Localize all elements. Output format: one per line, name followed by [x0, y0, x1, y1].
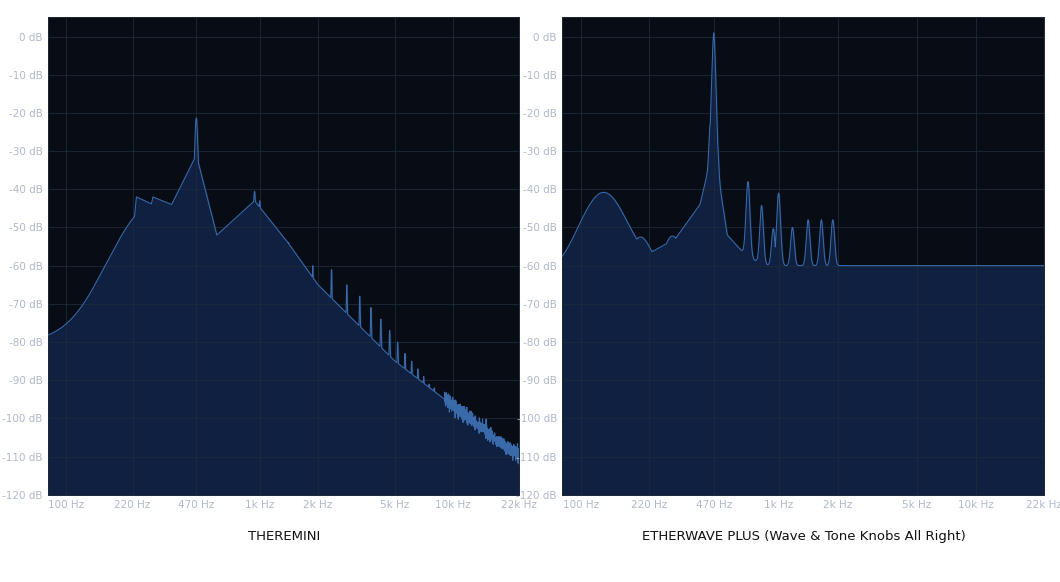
- Text: ETHERWAVE PLUS (Wave & Tone Knobs All Right): ETHERWAVE PLUS (Wave & Tone Knobs All Ri…: [641, 530, 966, 542]
- Text: THEREMINI: THEREMINI: [248, 530, 320, 542]
